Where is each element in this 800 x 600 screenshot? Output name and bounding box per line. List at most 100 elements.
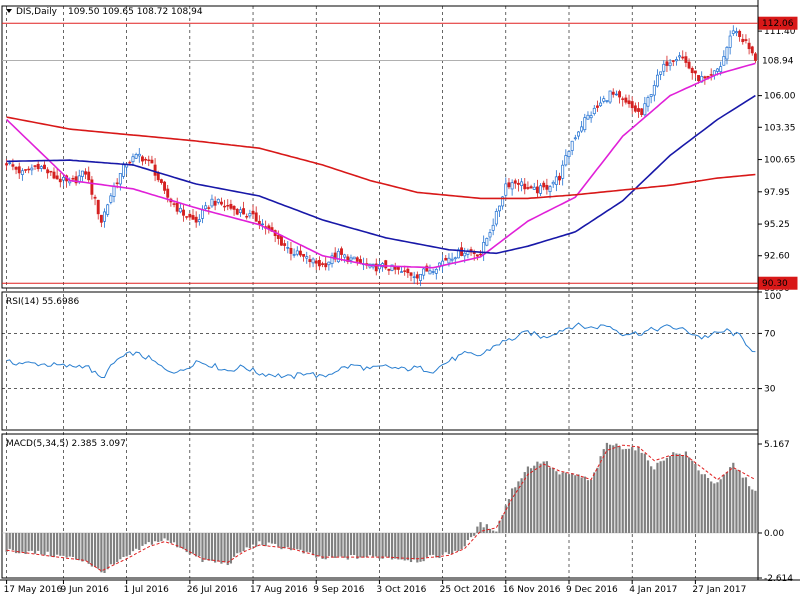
macd-histogram-bar — [337, 532, 340, 557]
candle — [412, 276, 416, 278]
macd-histogram-bar — [11, 532, 15, 551]
candle — [248, 213, 252, 217]
macd-histogram-bar — [131, 532, 135, 552]
macd-histogram-bar — [608, 444, 612, 533]
macd-histogram-bar — [507, 499, 511, 533]
macd-histogram-bar — [548, 467, 552, 533]
macd-histogram-bar — [274, 532, 277, 544]
macd-histogram-bar — [280, 532, 283, 550]
candle — [529, 186, 533, 189]
candle — [589, 115, 593, 119]
candle — [377, 264, 381, 270]
time-axis-label: 3 Oct 2016 — [376, 585, 426, 595]
candle — [431, 271, 435, 273]
macd-histogram-bar — [669, 455, 672, 533]
symbol-label: DIS,Daily — [16, 7, 58, 17]
candle — [390, 264, 394, 271]
ma-fast-line — [6, 62, 756, 269]
candle — [283, 243, 287, 246]
candle — [166, 188, 170, 198]
candle — [178, 207, 182, 213]
macd-histogram-bar — [599, 456, 602, 533]
candle — [106, 204, 110, 215]
macd-histogram-bar — [371, 532, 375, 557]
time-axis-label: 1 Jul 2016 — [124, 585, 169, 595]
macd-histogram-bar — [229, 532, 233, 564]
candle — [118, 173, 122, 185]
candle — [238, 209, 242, 214]
macd-histogram-bar — [662, 460, 665, 533]
candle — [586, 114, 590, 120]
candle — [336, 250, 340, 263]
macd-histogram-bar — [729, 467, 732, 533]
candle — [61, 176, 65, 181]
candle — [39, 166, 43, 169]
macd-histogram-bar — [255, 532, 258, 547]
candle — [251, 210, 255, 215]
last-price-tag-bg — [758, 53, 798, 67]
candle — [261, 223, 264, 226]
macd-histogram-bar — [302, 532, 305, 554]
candle — [753, 53, 757, 61]
macd-histogram-bar — [365, 532, 368, 558]
macd-histogram-bar — [469, 532, 473, 538]
macd-histogram-bar — [109, 532, 112, 565]
price-axis-label: 100.65 — [764, 156, 796, 166]
candle — [728, 35, 732, 48]
macd-histogram-bar — [735, 469, 738, 533]
candle — [207, 207, 211, 209]
macd-histogram-bar — [621, 449, 624, 533]
candle — [633, 105, 637, 112]
time-axis-label: 9 Sep 2016 — [313, 585, 365, 595]
macd-histogram-bar — [179, 532, 182, 548]
macd-histogram-bar — [5, 532, 8, 552]
candle — [242, 208, 246, 215]
candle — [494, 210, 498, 225]
macd-axis-label: 0.00 — [764, 529, 784, 539]
macd-histogram-bar — [754, 490, 757, 533]
time-axis-label: 16 Nov 2016 — [503, 585, 561, 595]
candle — [425, 265, 429, 272]
candle — [545, 184, 549, 190]
candle — [652, 85, 656, 96]
candle — [355, 257, 359, 262]
macd-histogram-bar — [656, 462, 659, 533]
time-axis-label: 25 Oct 2016 — [440, 585, 496, 595]
macd-histogram-bar — [681, 455, 684, 533]
candle — [232, 205, 236, 210]
macd-histogram-bar — [615, 443, 618, 533]
candle — [305, 256, 309, 259]
macd-histogram-bar — [204, 532, 207, 560]
macd-histogram-bar — [135, 532, 138, 549]
candle — [74, 176, 78, 184]
macd-histogram-bar — [552, 467, 555, 533]
macd-histogram-bar — [725, 471, 729, 533]
candle — [447, 257, 451, 264]
candle — [182, 209, 185, 216]
candle — [567, 151, 571, 158]
candle — [722, 56, 726, 66]
macd-histogram-bar — [112, 532, 116, 565]
macd-histogram-bar — [37, 532, 40, 551]
macd-histogram-bar — [160, 532, 163, 542]
macd-histogram-bar — [627, 448, 631, 533]
candle — [393, 266, 397, 270]
candle — [14, 166, 18, 170]
time-axis-label: 4 Jan 2017 — [629, 585, 677, 595]
macd-histogram-bar — [381, 532, 384, 559]
candle — [153, 164, 157, 176]
macd-histogram-bar — [590, 479, 593, 533]
candle — [716, 68, 719, 72]
rsi-line — [6, 322, 756, 380]
candle — [172, 203, 176, 205]
candle — [58, 178, 62, 183]
candle — [46, 169, 50, 174]
macd-axis-label: 5.167 — [764, 440, 790, 450]
macd-histogram-bar — [375, 532, 378, 557]
candle — [681, 56, 685, 59]
macd-histogram-bar — [447, 532, 451, 555]
macd-histogram-bar — [340, 532, 343, 557]
candle — [327, 261, 331, 266]
macd-histogram-bar — [232, 532, 236, 557]
macd-histogram-bar — [71, 532, 75, 558]
